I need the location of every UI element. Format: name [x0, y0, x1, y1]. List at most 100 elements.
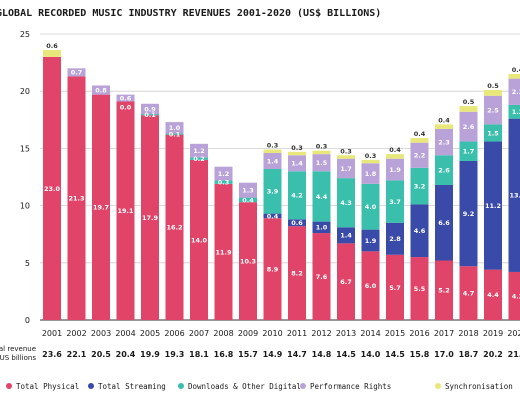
- bar-segment: [386, 158, 404, 181]
- data-label: 0.2: [193, 155, 205, 163]
- data-label: 0.3: [218, 179, 230, 187]
- bar-segment: [337, 243, 355, 320]
- bar-segment: [214, 166, 233, 181]
- total-value: 19.9: [140, 350, 160, 359]
- bar-segment: [92, 94, 110, 320]
- bar-segment: [337, 158, 355, 179]
- data-label: 0.8: [95, 86, 107, 94]
- total-value: 19.3: [165, 350, 185, 359]
- legend-swatch: [178, 383, 184, 389]
- bar-segment: [165, 122, 184, 134]
- data-label: 17.9: [142, 214, 159, 222]
- data-label: 1.5: [487, 129, 499, 137]
- total-value: 20.4: [116, 350, 136, 359]
- data-label: 11.2: [485, 202, 501, 210]
- total-value: 17.0: [434, 350, 454, 359]
- data-label: 11.9: [215, 248, 232, 256]
- bar-segment: [508, 271, 520, 320]
- bar-segment: [508, 104, 520, 119]
- data-label: 8.2: [291, 269, 303, 277]
- data-label: 2.6: [463, 123, 475, 131]
- bar-segment: [337, 227, 355, 244]
- data-label: 0.5: [487, 82, 499, 90]
- bar-segment: [92, 85, 110, 95]
- total-value: 18.1: [189, 350, 209, 359]
- y-tick-label: 15: [20, 144, 30, 153]
- data-label: 5.5: [414, 285, 426, 293]
- bar-segment: [263, 218, 282, 320]
- x-tick-label: 2017: [434, 329, 454, 338]
- x-tick-label: 2004: [115, 329, 135, 338]
- totals-label-units: $US billions: [0, 354, 36, 362]
- data-label: 1.4: [291, 160, 303, 168]
- legend-label: Performance Rights: [310, 382, 391, 391]
- data-label: 4.2: [291, 192, 303, 200]
- data-label: 0.7: [71, 69, 83, 77]
- data-label: 4.7: [463, 290, 475, 298]
- total-value: 18.7: [459, 350, 479, 359]
- bar-segment: [214, 180, 233, 184]
- data-label: 2.6: [438, 167, 450, 175]
- x-tick-label: 2019: [483, 329, 503, 338]
- bar-segment: [361, 159, 380, 164]
- bar-segment: [116, 94, 135, 102]
- bar-segment: [263, 152, 282, 169]
- bar-segment: [361, 229, 380, 252]
- bar-segment: [508, 74, 520, 79]
- x-tick-label: 2002: [66, 329, 86, 338]
- bar-segment: [361, 251, 380, 320]
- y-tick-label: 10: [20, 202, 30, 211]
- bar-segment: [435, 124, 453, 129]
- bar-segment: [410, 138, 429, 143]
- bar-segment: [312, 171, 331, 222]
- data-label: 1.2: [218, 170, 230, 178]
- bar-segment: [484, 141, 502, 270]
- data-label: 6.6: [438, 219, 450, 227]
- bars: [43, 50, 520, 320]
- data-label: 4.2: [512, 292, 520, 300]
- bar-segment: [459, 141, 478, 161]
- x-tick-label: 2011: [287, 329, 307, 338]
- data-label: 0.3: [291, 144, 303, 152]
- data-label: 2.8: [389, 235, 401, 243]
- data-label: 1.4: [267, 157, 279, 165]
- totals-row: Total revenue$US billions 23.6 22.1 20.5 20.…: [0, 345, 520, 362]
- data-label: 1.0: [316, 224, 328, 232]
- total-value: 15.8: [410, 350, 430, 359]
- data-label: 0.6: [46, 42, 58, 50]
- bar-segment: [312, 154, 331, 172]
- data-label: 1.9: [389, 166, 401, 174]
- segment-labels: 23.00.621.30.719.70.819.10.00.617.90.10.…: [44, 42, 520, 300]
- data-label: 0.3: [267, 142, 279, 150]
- data-label: 1.2: [512, 108, 520, 116]
- data-label: 0.3: [316, 143, 328, 151]
- total-value: 23.6: [42, 350, 62, 359]
- bar-segment: [190, 159, 208, 320]
- data-label: 23.0: [44, 185, 61, 193]
- bar-segment: [337, 178, 355, 228]
- legend-label: Downloads & Other Digital: [188, 382, 301, 391]
- data-label: 0.5: [463, 98, 475, 106]
- x-tick-label: 2009: [238, 329, 258, 338]
- data-label: 2.3: [512, 88, 520, 96]
- bar-segment: [43, 50, 61, 57]
- bar-segment: [435, 260, 453, 320]
- legend-label: Total Physical: [16, 382, 79, 391]
- bar-segment: [67, 76, 86, 320]
- y-tick-label: 25: [20, 30, 30, 39]
- data-label: 5.2: [438, 287, 450, 295]
- data-label: 10.3: [240, 257, 256, 265]
- bar-segment: [459, 106, 478, 112]
- data-label: 4.4: [316, 193, 328, 201]
- data-label: 14.0: [191, 236, 208, 244]
- chart-title: GLOBAL RECORDED MUSIC INDUSTRY REVENUES …: [0, 8, 381, 19]
- bar-segment: [312, 221, 331, 234]
- total-value: 14.9: [263, 350, 283, 359]
- x-tick-label: 2016: [409, 329, 429, 338]
- total-value: 22.1: [67, 350, 87, 359]
- bar-segment: [386, 180, 404, 223]
- data-label: 7.6: [316, 273, 328, 281]
- bar-segment: [43, 56, 61, 320]
- x-tick-label: 2010: [262, 329, 282, 338]
- legend-swatch: [6, 383, 12, 389]
